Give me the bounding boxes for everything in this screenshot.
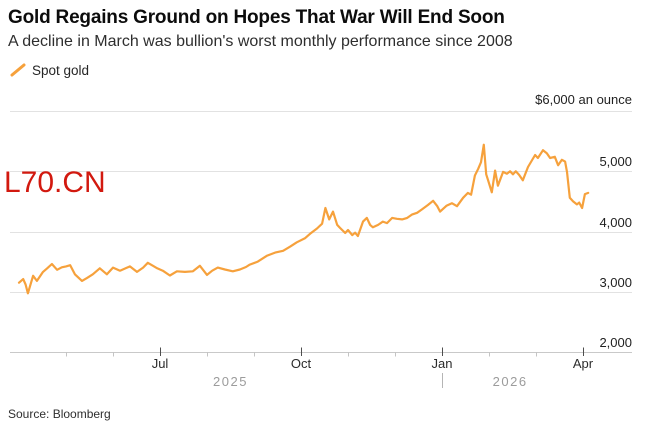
y-axis-label-5000: 5,000 xyxy=(599,154,632,170)
legend-label: Spot gold xyxy=(32,62,90,78)
watermark: L70.CN xyxy=(4,166,106,199)
page-title: Gold Regains Ground on Hopes That War Wi… xyxy=(8,7,505,28)
legend-line-icon xyxy=(10,62,26,78)
x-axis-label-Oct: Oct xyxy=(290,356,312,371)
legend: Spot gold xyxy=(10,62,89,78)
y-axis-label-4000: 4,000 xyxy=(599,214,632,230)
x-axis-label-Jul: Jul xyxy=(151,356,169,371)
year-label-2025: 2025 xyxy=(213,374,248,389)
x-axis-label-Apr: Apr xyxy=(572,356,594,371)
y-axis-label-3000: 3,000 xyxy=(599,274,632,290)
spot-gold-line xyxy=(17,143,590,295)
y-axis-unit-label: $6,000 an ounce xyxy=(535,92,632,107)
year-label-2026: 2026 xyxy=(492,374,528,389)
year-separator xyxy=(441,373,443,388)
x-axis-label-Jan: Jan xyxy=(431,356,453,371)
source-credit: Source: Bloomberg xyxy=(8,407,111,421)
chart-subtitle: A decline in March was bullion's worst m… xyxy=(8,33,513,50)
y-axis-label-2000: 2,000 xyxy=(599,335,632,350)
